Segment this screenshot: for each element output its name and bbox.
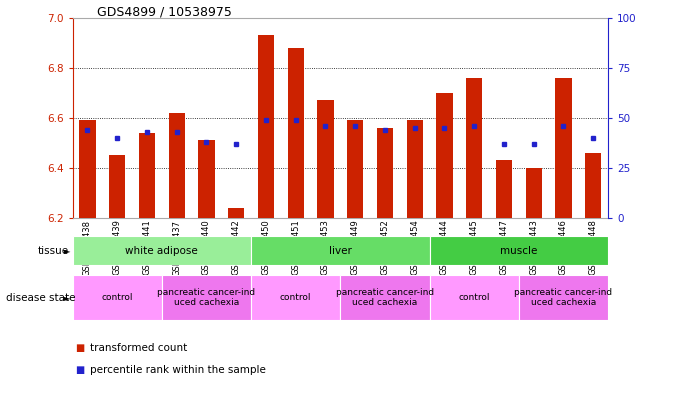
Bar xyxy=(198,140,215,218)
Bar xyxy=(317,100,334,218)
Text: percentile rank within the sample: percentile rank within the sample xyxy=(90,365,266,375)
Text: ■: ■ xyxy=(75,365,84,375)
Bar xyxy=(519,275,608,320)
Bar xyxy=(139,133,155,218)
Text: GDS4899 / 10538975: GDS4899 / 10538975 xyxy=(97,6,231,19)
Bar xyxy=(436,93,453,218)
Bar xyxy=(79,120,95,218)
Bar xyxy=(341,275,430,320)
Bar xyxy=(73,236,251,265)
Text: ►: ► xyxy=(64,293,70,302)
Bar xyxy=(526,168,542,218)
Text: control: control xyxy=(458,293,490,302)
Bar xyxy=(430,275,519,320)
Bar xyxy=(466,78,482,218)
Bar xyxy=(109,156,125,218)
Bar xyxy=(251,275,340,320)
Bar xyxy=(347,120,363,218)
Text: liver: liver xyxy=(329,246,352,255)
Bar xyxy=(556,78,571,218)
Bar xyxy=(377,128,393,218)
Bar xyxy=(287,48,304,218)
Text: pancreatic cancer-ind
uced cachexia: pancreatic cancer-ind uced cachexia xyxy=(336,288,434,307)
Text: ►: ► xyxy=(64,246,70,255)
Bar xyxy=(430,236,608,265)
Text: control: control xyxy=(102,293,133,302)
Text: tissue: tissue xyxy=(38,246,69,255)
Bar xyxy=(495,160,512,218)
Text: muscle: muscle xyxy=(500,246,538,255)
Text: transformed count: transformed count xyxy=(90,343,187,353)
Bar xyxy=(228,208,245,218)
Text: disease state: disease state xyxy=(6,293,75,303)
Text: pancreatic cancer-ind
uced cachexia: pancreatic cancer-ind uced cachexia xyxy=(158,288,256,307)
Bar xyxy=(73,275,162,320)
Bar xyxy=(162,275,251,320)
Bar xyxy=(169,113,185,218)
Bar xyxy=(258,35,274,218)
Text: control: control xyxy=(280,293,312,302)
Text: ■: ■ xyxy=(75,343,84,353)
Text: white adipose: white adipose xyxy=(126,246,198,255)
Bar xyxy=(406,120,423,218)
Bar xyxy=(251,236,430,265)
Text: pancreatic cancer-ind
uced cachexia: pancreatic cancer-ind uced cachexia xyxy=(514,288,612,307)
Bar xyxy=(585,153,601,218)
